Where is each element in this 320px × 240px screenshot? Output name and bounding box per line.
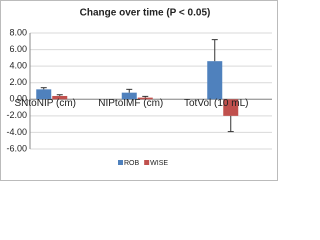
bar [121, 92, 137, 100]
y-tick-label: -4.00 [6, 127, 27, 137]
y-tick-label: 8.00 [9, 27, 27, 37]
y-tick-label: -6.00 [6, 143, 27, 153]
x-tick-label: TotVol (10 mL) [184, 98, 248, 109]
y-tick-label: 6.00 [9, 44, 27, 54]
bar [207, 61, 223, 100]
y-tick-label: 2.00 [9, 77, 27, 87]
bar [137, 97, 153, 100]
legend-swatch [144, 160, 150, 165]
legend-label: WISE [150, 160, 168, 167]
chart-title: Change over time (P < 0.05) [80, 8, 211, 19]
bar [223, 99, 239, 116]
x-tick-label: SNtoNIP (cm) [15, 98, 77, 109]
bar [52, 95, 68, 100]
legend-swatch [118, 160, 123, 165]
legend-label: ROB [124, 160, 140, 167]
y-tick-label: -2.00 [6, 110, 27, 120]
x-tick-label: NIPtoIMF (cm) [98, 98, 163, 109]
bar [36, 89, 52, 100]
y-tick-label: 0.00 [9, 94, 27, 104]
chart: Change over time (P < 0.05) -6.00 -4.00 -2… [0, 0, 278, 181]
y-tick-label: 4.00 [9, 61, 27, 71]
